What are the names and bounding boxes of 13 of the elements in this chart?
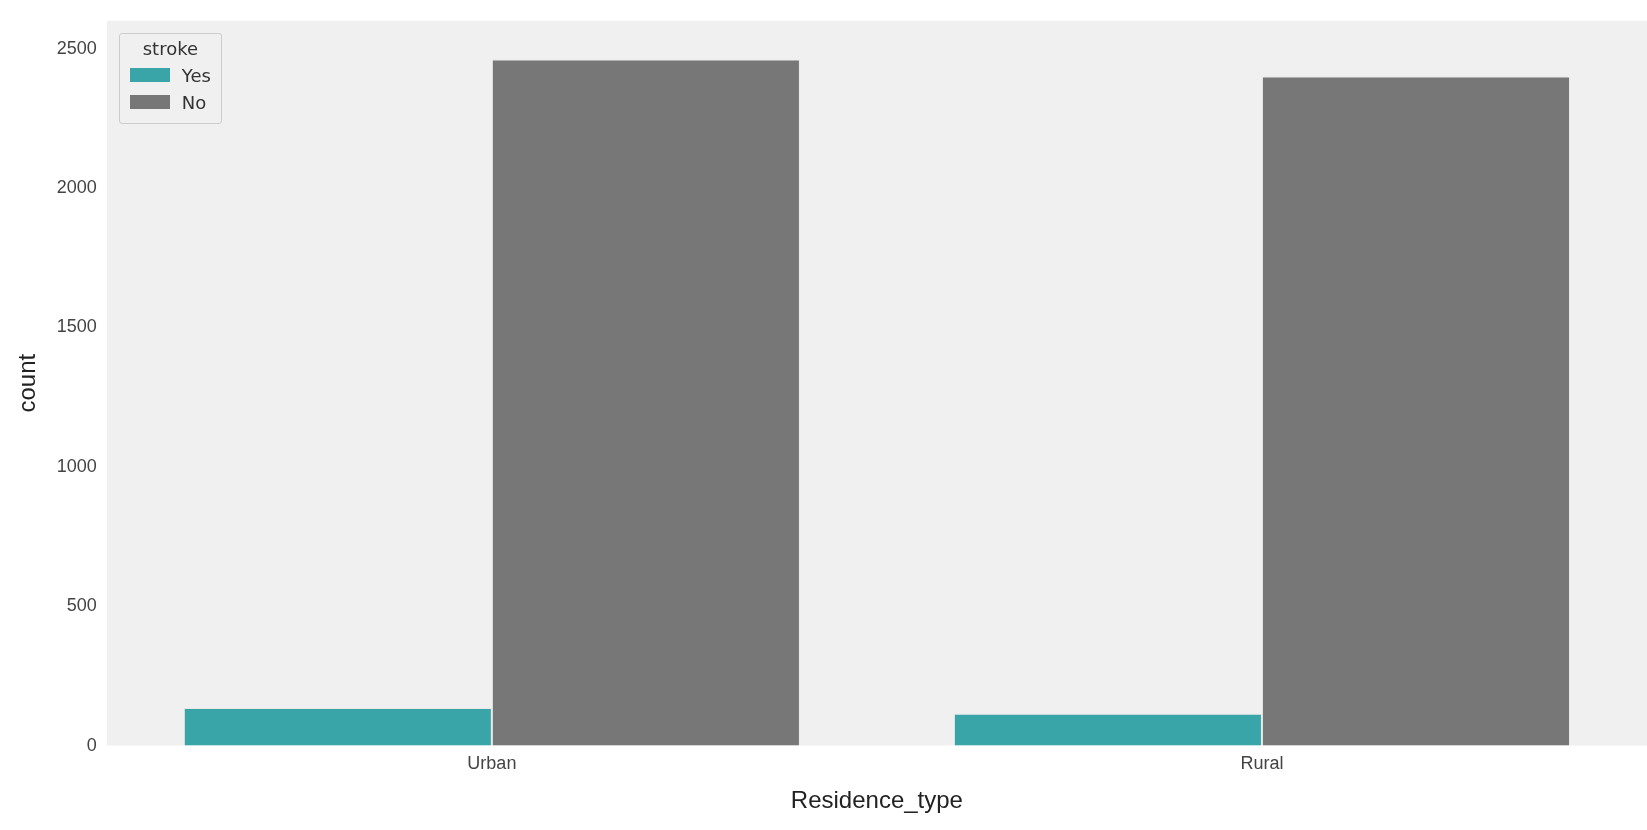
y-tick-label: 500 [66, 595, 97, 616]
y-axis-title: count [13, 353, 41, 413]
x-tick-label: Urban [467, 753, 517, 774]
x-tick-label: Rural [1240, 753, 1284, 774]
y-tick-label: 2000 [56, 177, 97, 198]
y-tick-label: 1000 [56, 455, 97, 476]
legend-title: stroke [141, 37, 199, 59]
legend-label: No [181, 91, 207, 113]
y-tick-label: 2500 [56, 37, 97, 58]
x-axis-title: Residence_type [790, 786, 963, 814]
y-tick-label: 0 [86, 734, 97, 755]
y-tick-label: 1500 [56, 316, 97, 337]
legend-label: Yes [181, 64, 211, 86]
